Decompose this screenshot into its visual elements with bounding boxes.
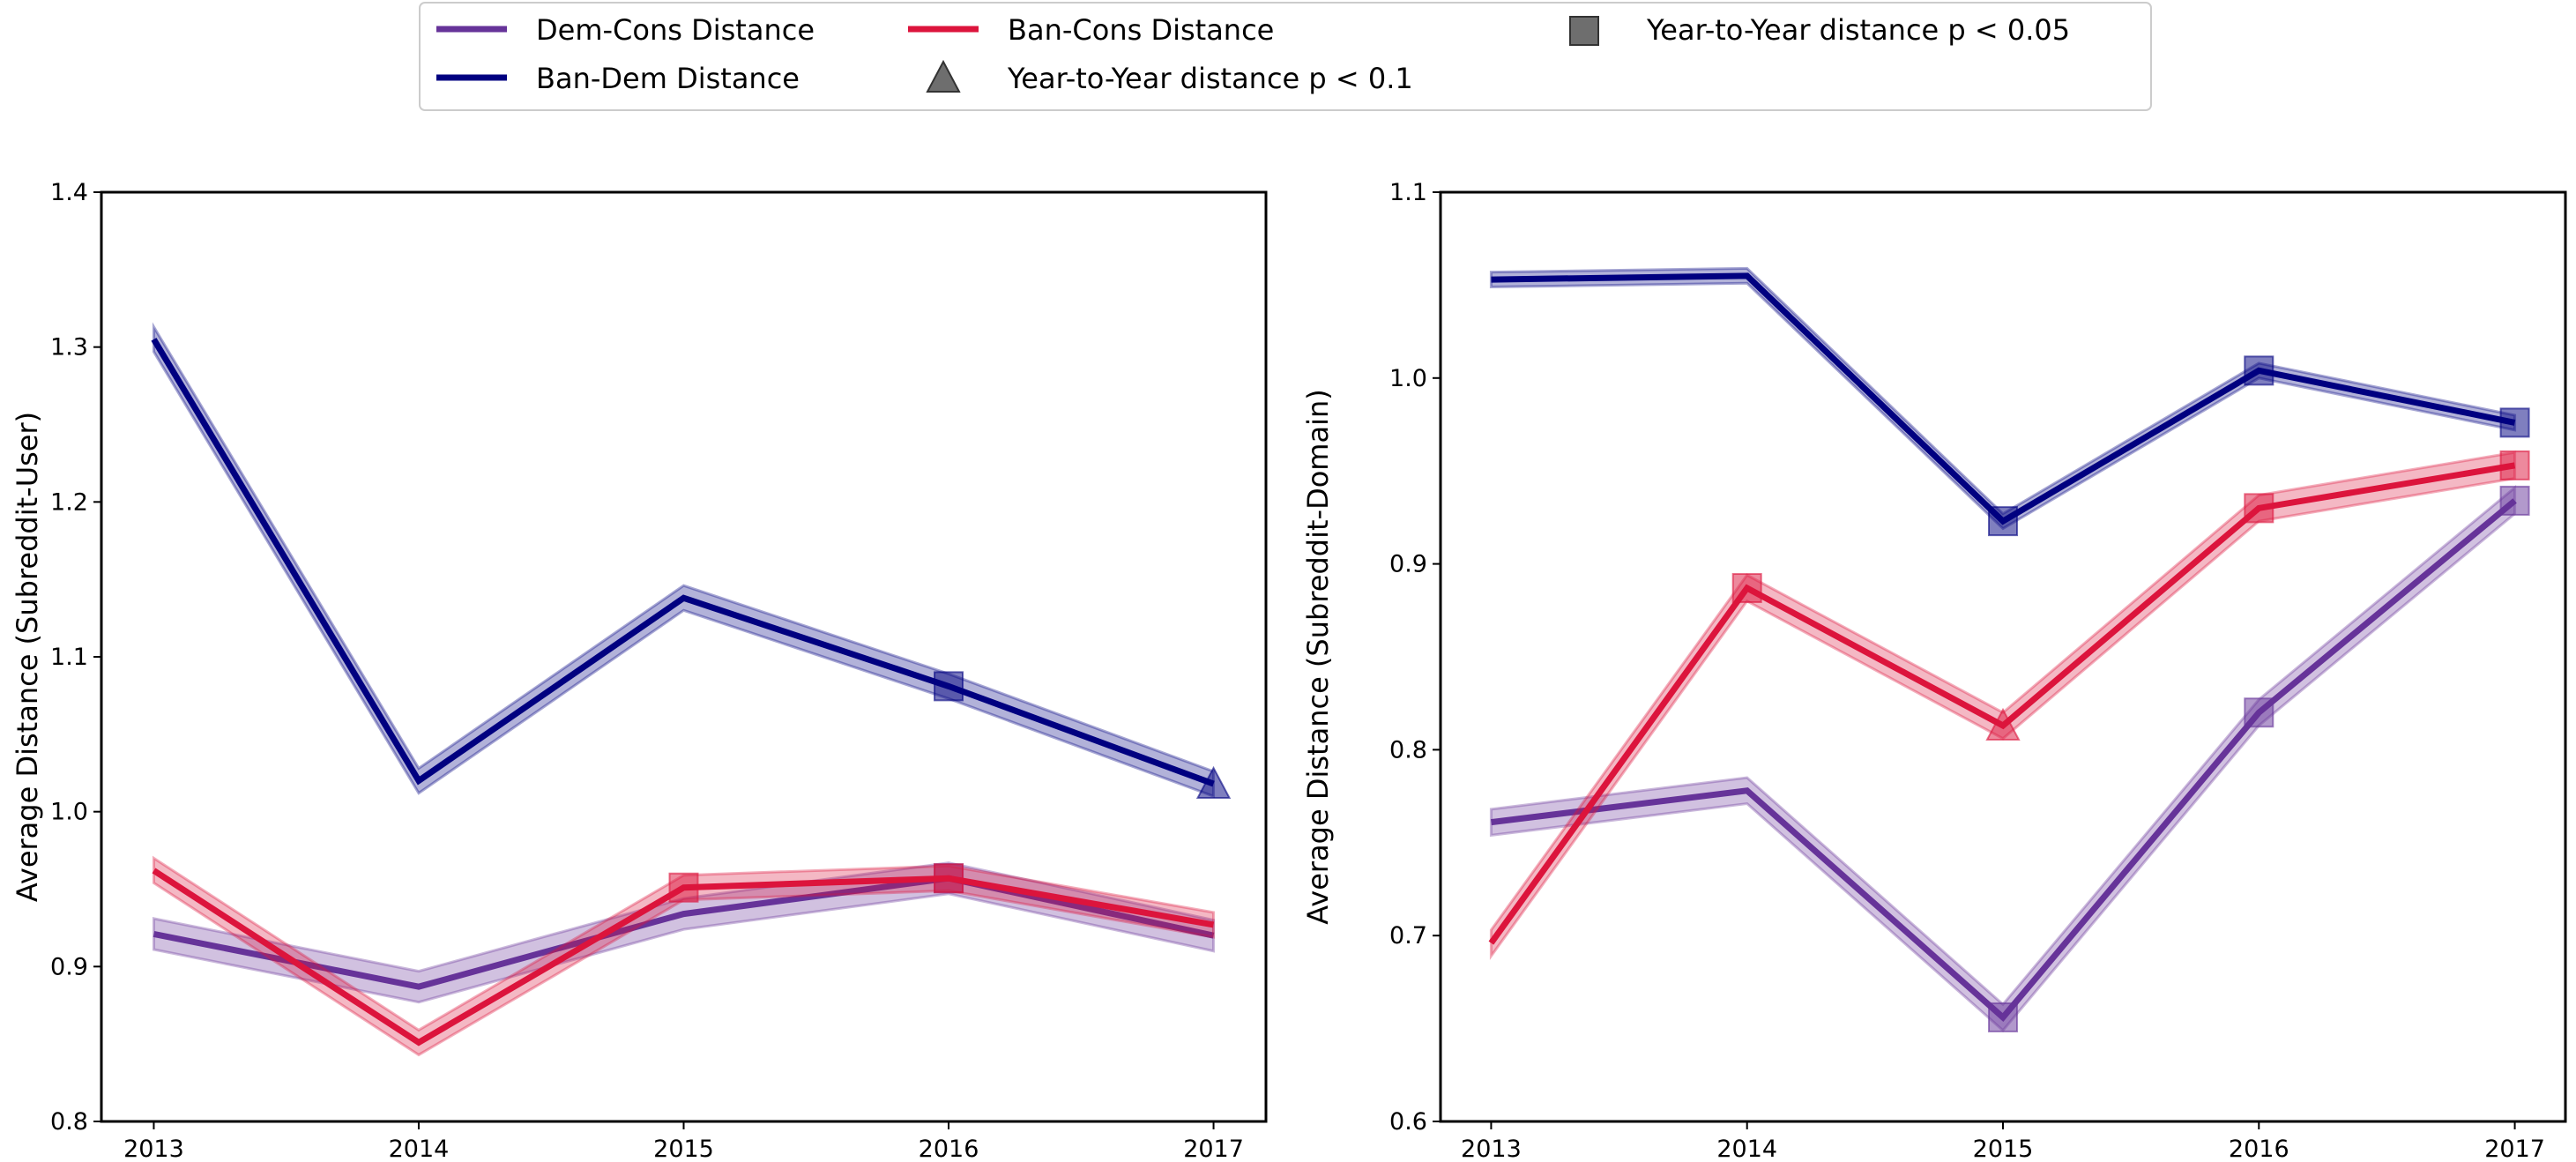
series-ban-dem-distance xyxy=(151,322,1232,800)
series-ban-cons-distance xyxy=(1488,450,2530,961)
series-ban-cons-distance xyxy=(152,855,1216,1057)
y-tick-label: 0.8 xyxy=(1389,736,1427,763)
marker-square xyxy=(668,872,699,903)
legend-label-p01: Year-to-Year distance p < 0.1 xyxy=(1007,62,1413,95)
legend-label-ban-dem: Ban-Dem Distance xyxy=(536,62,800,95)
marker-square xyxy=(1988,506,2018,537)
marker-square xyxy=(2499,485,2530,516)
y-tick-label: 0.9 xyxy=(50,953,88,980)
y-tick-label: 0.9 xyxy=(1389,551,1427,578)
x-tick-label: 2013 xyxy=(1461,1136,1522,1162)
marker-square xyxy=(1988,1002,2018,1032)
marker-square xyxy=(2244,697,2274,728)
series-line xyxy=(151,338,1215,787)
x-tick-label: 2014 xyxy=(389,1136,450,1162)
subplot-1: 2013 2014 2015 2016 2017 0.8 0.9 1.0 1.1 1.2 1.3 1.… xyxy=(11,179,1268,1162)
marker-triangle xyxy=(1195,765,1232,800)
marker-square xyxy=(2244,355,2274,386)
y-tick-label: 1.1 xyxy=(50,644,88,671)
x-tick-label: 2013 xyxy=(123,1136,184,1162)
legend-triangle-icon xyxy=(926,59,961,93)
y-axis-label: Average Distance (Subreddit-Domain) xyxy=(1301,389,1335,924)
y-tick-label: 0.6 xyxy=(1389,1108,1427,1136)
x-tick-label: 2016 xyxy=(919,1136,979,1162)
confidence-band xyxy=(1489,484,2517,1032)
axes-frame xyxy=(1439,190,2567,1123)
x-tick-label: 2017 xyxy=(1183,1136,1244,1162)
marker-square xyxy=(2244,493,2274,524)
y-tick-label: 0.7 xyxy=(1389,922,1427,950)
y-tick-label: 1.3 xyxy=(50,334,88,361)
x-tick-label: 2014 xyxy=(1716,1136,1777,1162)
subplot-2: 2013 2014 2015 2016 2017 0.6 0.7 0.8 0.9 1.0 1.1 Av… xyxy=(1301,179,2567,1162)
legend-label-ban-cons: Ban-Cons Distance xyxy=(1008,13,1274,47)
marker-square xyxy=(1731,573,1762,604)
y-tick-label: 1.4 xyxy=(50,179,88,206)
marker-triangle xyxy=(1985,707,2021,741)
marker-square xyxy=(2499,450,2530,480)
x-tick-label: 2015 xyxy=(653,1136,714,1162)
y-tick-label: 1.2 xyxy=(50,488,88,516)
x-tick-label: 2015 xyxy=(1973,1136,2034,1162)
legend-frame xyxy=(419,2,2152,111)
series-line xyxy=(1490,498,2517,1022)
x-tick-label: 2017 xyxy=(2484,1136,2545,1162)
series-dem-cons-distance xyxy=(1489,484,2530,1032)
marker-square xyxy=(934,863,964,894)
series-ban-dem-distance xyxy=(1489,266,2530,537)
y-tick-label: 1.0 xyxy=(50,799,88,826)
y-tick-label: 1.0 xyxy=(1389,365,1427,392)
series-line xyxy=(1488,462,2516,945)
legend-label-dem-cons: Dem-Cons Distance xyxy=(536,13,815,47)
legend-square-icon xyxy=(1569,16,1599,46)
marker-square xyxy=(934,671,964,702)
series-line xyxy=(153,875,1215,990)
y-tick-label: 0.8 xyxy=(50,1108,88,1136)
y-axis-label: Average Distance (Subreddit-User) xyxy=(11,412,44,902)
x-tick-label: 2016 xyxy=(2229,1136,2289,1162)
marker-square xyxy=(2499,407,2530,438)
legend: Dem-Cons Distance Ban-Dem Distance Ban-C… xyxy=(419,2,2152,111)
y-tick-label: 1.1 xyxy=(1389,179,1427,206)
legend-label-p005: Year-to-Year distance p < 0.05 xyxy=(1646,13,2070,47)
axes-frame xyxy=(100,190,1268,1123)
